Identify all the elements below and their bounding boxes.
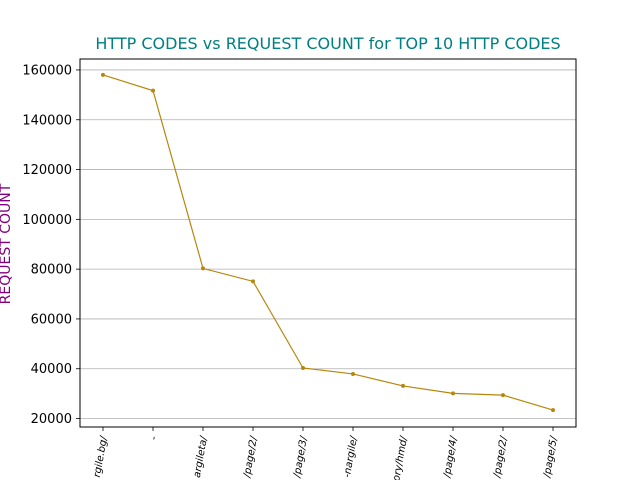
data-point-5 <box>351 371 355 376</box>
y-tick-label-80000: 80000 <box>31 263 72 278</box>
data-point-3 <box>251 279 255 284</box>
y-tick-label-40000: 40000 <box>31 362 72 377</box>
x-tick-label-9: /page/5/ <box>542 434 560 479</box>
data-point-1 <box>151 88 155 93</box>
x-axis-ticks: rgile.bg/ - argileta/ /page/2/ /page/3/ -narg… <box>92 427 560 480</box>
series-line <box>102 74 554 411</box>
x-tick-label-7: /page/4/ <box>442 434 460 479</box>
x-tick-label-8: /page/2/ <box>492 434 510 479</box>
x-tick-label-3: /page/2/ <box>242 434 260 479</box>
x-tick-label-2: argileta/ <box>192 434 210 479</box>
y-tick-label-60000: 60000 <box>31 312 72 327</box>
y-tick-label-20000: 20000 <box>31 412 72 427</box>
chart-title: HTTP CODES vs REQUEST COUNT for TOP 10 H… <box>95 34 560 53</box>
data-point-4 <box>301 365 305 370</box>
y-axis-label: REQUEST COUNT <box>0 183 14 304</box>
y-tick-label-100000: 100000 <box>22 213 72 228</box>
data-point-7 <box>451 391 455 396</box>
y-tick-label-120000: 120000 <box>22 163 72 178</box>
data-point-9 <box>551 408 555 413</box>
data-point-6 <box>401 383 405 388</box>
data-point-0 <box>101 72 105 77</box>
x-tick-label-0: rgile.bg/ <box>92 434 110 478</box>
data-point-2 <box>201 266 205 271</box>
gridlines <box>80 69 576 419</box>
x-tick-label-6: ory/hmd/ <box>391 434 410 480</box>
x-tick-label-5: -nargile/ <box>342 434 360 478</box>
x-tick-label-4: /page/3/ <box>292 434 310 479</box>
plot-area-frame <box>79 58 577 428</box>
y-tick-label-140000: 140000 <box>22 113 72 128</box>
y-tick-label-160000: 160000 <box>22 63 72 78</box>
data-point-8 <box>501 393 505 398</box>
y-axis-ticks: 20000 40000 60000 80000 100000 120000 140000 16… <box>22 63 80 427</box>
x-tick-label-1: - <box>148 435 160 441</box>
series-request-count <box>101 72 555 413</box>
